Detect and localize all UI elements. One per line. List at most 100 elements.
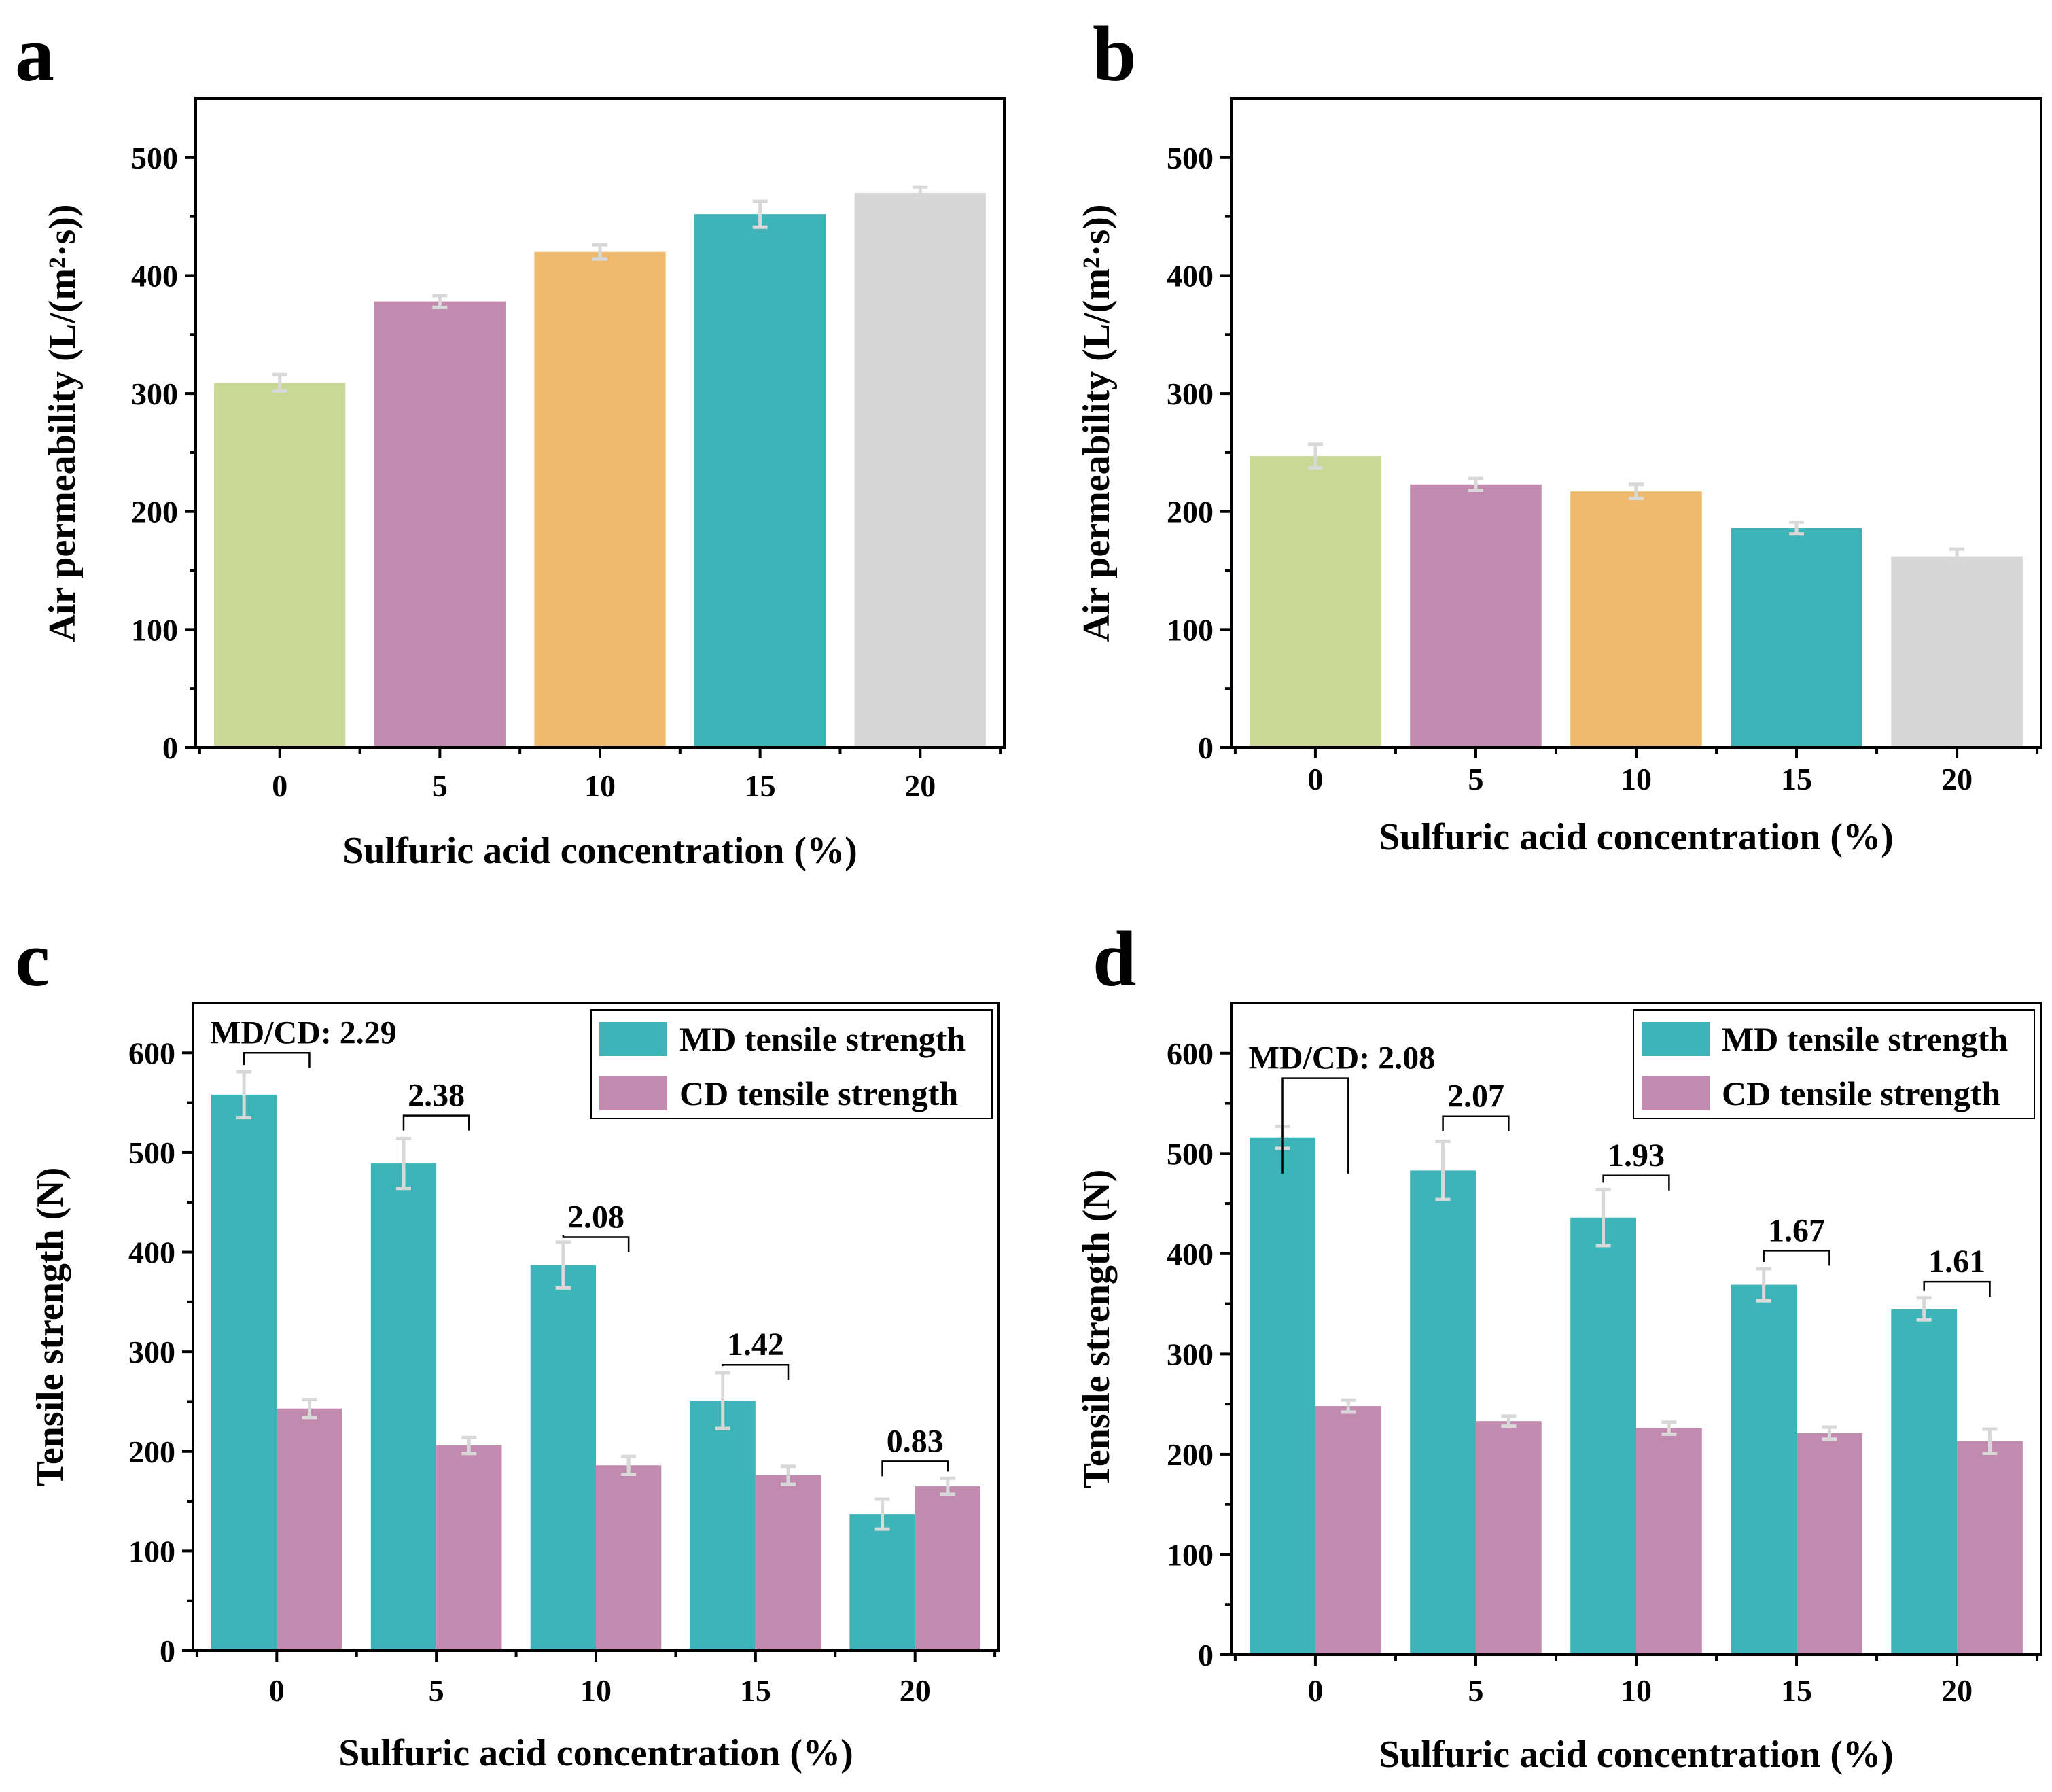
cd-bar-0: [277, 1408, 342, 1651]
panel-letter-d: d: [1093, 916, 1137, 1003]
error-bar-20: [913, 185, 928, 201]
ratio-label-5: 2.07: [1447, 1078, 1504, 1114]
y-tick-label-400: 400: [1167, 258, 1214, 293]
y-axis-title: Air permeability (L/(m²·s)): [41, 204, 84, 642]
x-tick-label-5: 5: [429, 1673, 444, 1708]
legend-label-cd: CD tensile strength: [1722, 1074, 2000, 1112]
md-error-bar-15: [715, 1371, 730, 1430]
md-error-bar-10: [555, 1240, 571, 1290]
cd-error-bar-20: [940, 1476, 955, 1496]
error-bar-0: [1307, 442, 1323, 470]
x-tick-label-15: 15: [745, 769, 776, 803]
y-tick-label-0: 0: [160, 1634, 175, 1668]
md-bar-0: [1250, 1137, 1315, 1655]
bar-0: [1250, 456, 1381, 748]
cd-error-bar-10: [621, 1454, 637, 1476]
legend-swatch-md: [1642, 1022, 1710, 1056]
md-bar-20: [849, 1514, 915, 1651]
y-tick-label-200: 200: [1167, 1437, 1214, 1472]
y-tick-label-300: 300: [1167, 1337, 1214, 1371]
ratio-bracket-15: [722, 1363, 790, 1380]
cd-bar-20: [1957, 1441, 2023, 1655]
y-tick-label-600: 600: [128, 1036, 175, 1070]
y-axis-title: Air permeability (L/(m²·s)): [1076, 204, 1118, 642]
legend-swatch-md: [599, 1022, 667, 1056]
x-tick-label-10: 10: [1621, 1673, 1652, 1708]
y-tick-label-100: 100: [1167, 1537, 1214, 1572]
y-tick-label-400: 400: [1167, 1237, 1214, 1271]
y-tick-label-200: 200: [131, 495, 178, 529]
ratio-bracket-0: [1281, 1077, 1349, 1174]
bar-5: [374, 301, 506, 748]
ratio-label-0: MD/CD: 2.29: [210, 1015, 397, 1051]
x-tick-label-5: 5: [432, 769, 448, 803]
y-tick-label-500: 500: [1167, 1136, 1214, 1171]
cd-error-bar-10: [1661, 1420, 1677, 1436]
x-tick-label-20: 20: [1941, 1673, 1973, 1708]
x-tick-label-5: 5: [1468, 762, 1483, 796]
bar-20: [1891, 556, 2023, 748]
md-error-bar-20: [1916, 1296, 1932, 1322]
md-bar-5: [370, 1163, 437, 1651]
x-axis-title: Sulfuric acid concentration (%): [1379, 1734, 1893, 1776]
md-error-bar-0: [236, 1070, 252, 1120]
error-bar-20: [1949, 547, 1965, 565]
error-bar-0: [272, 372, 287, 393]
x-tick-label-20: 20: [904, 769, 936, 803]
y-tick-label-100: 100: [1167, 612, 1214, 647]
error-bar-15: [1789, 520, 1805, 536]
x-tick-label-15: 15: [1781, 762, 1812, 796]
bar-5: [1410, 484, 1542, 748]
y-tick-label-500: 500: [128, 1136, 175, 1170]
cd-bar-5: [436, 1445, 502, 1651]
md-bar-15: [690, 1400, 756, 1651]
x-tick-label-0: 0: [1307, 1673, 1323, 1708]
md-bar-15: [1731, 1284, 1797, 1655]
cd-error-bar-0: [1341, 1398, 1356, 1414]
x-tick-label-15: 15: [1781, 1673, 1812, 1708]
ratio-bracket-20: [881, 1460, 949, 1477]
y-axis-title: Tensile strength (N): [29, 1167, 71, 1487]
y-tick-label-300: 300: [1167, 376, 1214, 411]
y-tick-label-600: 600: [1167, 1036, 1214, 1071]
ratio-label-10: 1.93: [1608, 1138, 1665, 1174]
error-bar-15: [752, 199, 768, 229]
y-tick-label-500: 500: [131, 141, 178, 175]
cd-error-bar-0: [302, 1398, 317, 1420]
error-bar-10: [592, 243, 607, 261]
cd-error-bar-5: [1501, 1414, 1517, 1428]
y-tick-label-200: 200: [128, 1435, 175, 1469]
ratio-bracket-0: [243, 1052, 311, 1068]
y-tick-label-400: 400: [131, 258, 178, 293]
panel-letter-a: a: [15, 11, 54, 98]
x-tick-label-0: 0: [272, 769, 287, 803]
cd-bar-15: [755, 1475, 821, 1651]
legend-swatch-cd: [1642, 1076, 1710, 1110]
ratio-label-10: 2.08: [567, 1199, 624, 1235]
x-tick-label-15: 15: [740, 1673, 771, 1708]
x-tick-label-10: 10: [1621, 762, 1652, 796]
cd-error-bar-20: [1982, 1427, 1998, 1455]
cd-bar-10: [1636, 1428, 1702, 1655]
ratio-bracket-10: [562, 1235, 630, 1252]
ratio-label-15: 1.42: [727, 1327, 784, 1363]
y-tick-label-200: 200: [1167, 495, 1214, 529]
ratio-label-5: 2.38: [408, 1078, 465, 1114]
x-tick-label-0: 0: [269, 1673, 285, 1708]
md-error-bar-5: [396, 1136, 412, 1191]
x-axis-title: Sulfuric acid concentration (%): [342, 830, 857, 872]
bar-15: [694, 214, 826, 748]
ratio-bracket-10: [1602, 1174, 1670, 1191]
ratio-label-15: 1.67: [1768, 1212, 1825, 1248]
bar-15: [1731, 528, 1862, 748]
cd-bar-15: [1797, 1433, 1862, 1655]
cd-error-bar-15: [780, 1464, 796, 1486]
md-error-bar-20: [874, 1497, 890, 1531]
x-tick-label-5: 5: [1468, 1673, 1483, 1708]
y-tick-label-0: 0: [1198, 1638, 1214, 1672]
legend-label-md: MD tensile strength: [1722, 1020, 2008, 1058]
bar-20: [854, 192, 986, 748]
legend-swatch-cd: [599, 1076, 667, 1110]
